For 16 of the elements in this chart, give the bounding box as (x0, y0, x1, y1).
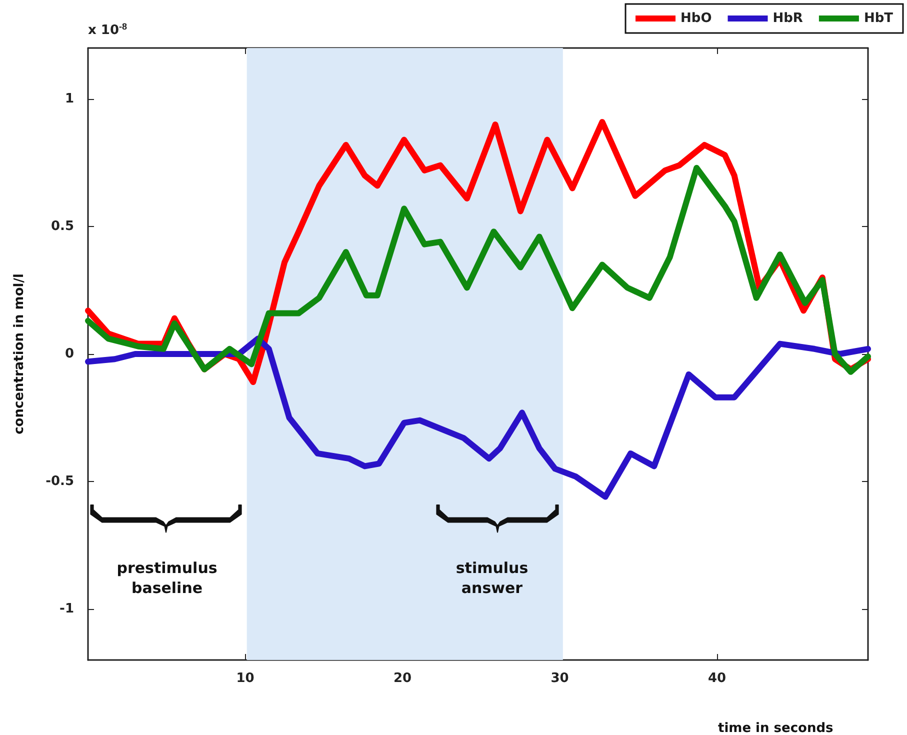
y-tick-label: 0 (64, 346, 74, 362)
y-tick-label: 0.5 (50, 219, 74, 234)
annotation: stimulus answer (456, 559, 528, 597)
y-axis-title: concentration in mol/l (12, 274, 27, 434)
annotation: prestimulus baseline (116, 559, 218, 597)
x-axis-title: time in seconds (718, 721, 834, 735)
x-tick-label: 40 (708, 671, 726, 686)
legend-label: HbT (864, 11, 894, 26)
y-tick-label: -1 (60, 602, 74, 616)
x-tick-label: 20 (393, 671, 412, 686)
legend-label: HbR (772, 11, 803, 26)
legend-label: HbO (680, 11, 712, 26)
y-tick-label: 1 (64, 92, 74, 106)
y-tick-label: -0.5 (46, 474, 74, 489)
x-tick-label: 30 (550, 671, 569, 686)
x-tick-label: 10 (236, 671, 254, 686)
